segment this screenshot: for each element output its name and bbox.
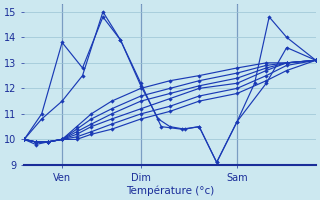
X-axis label: Température (°c): Température (°c) [126, 185, 214, 196]
